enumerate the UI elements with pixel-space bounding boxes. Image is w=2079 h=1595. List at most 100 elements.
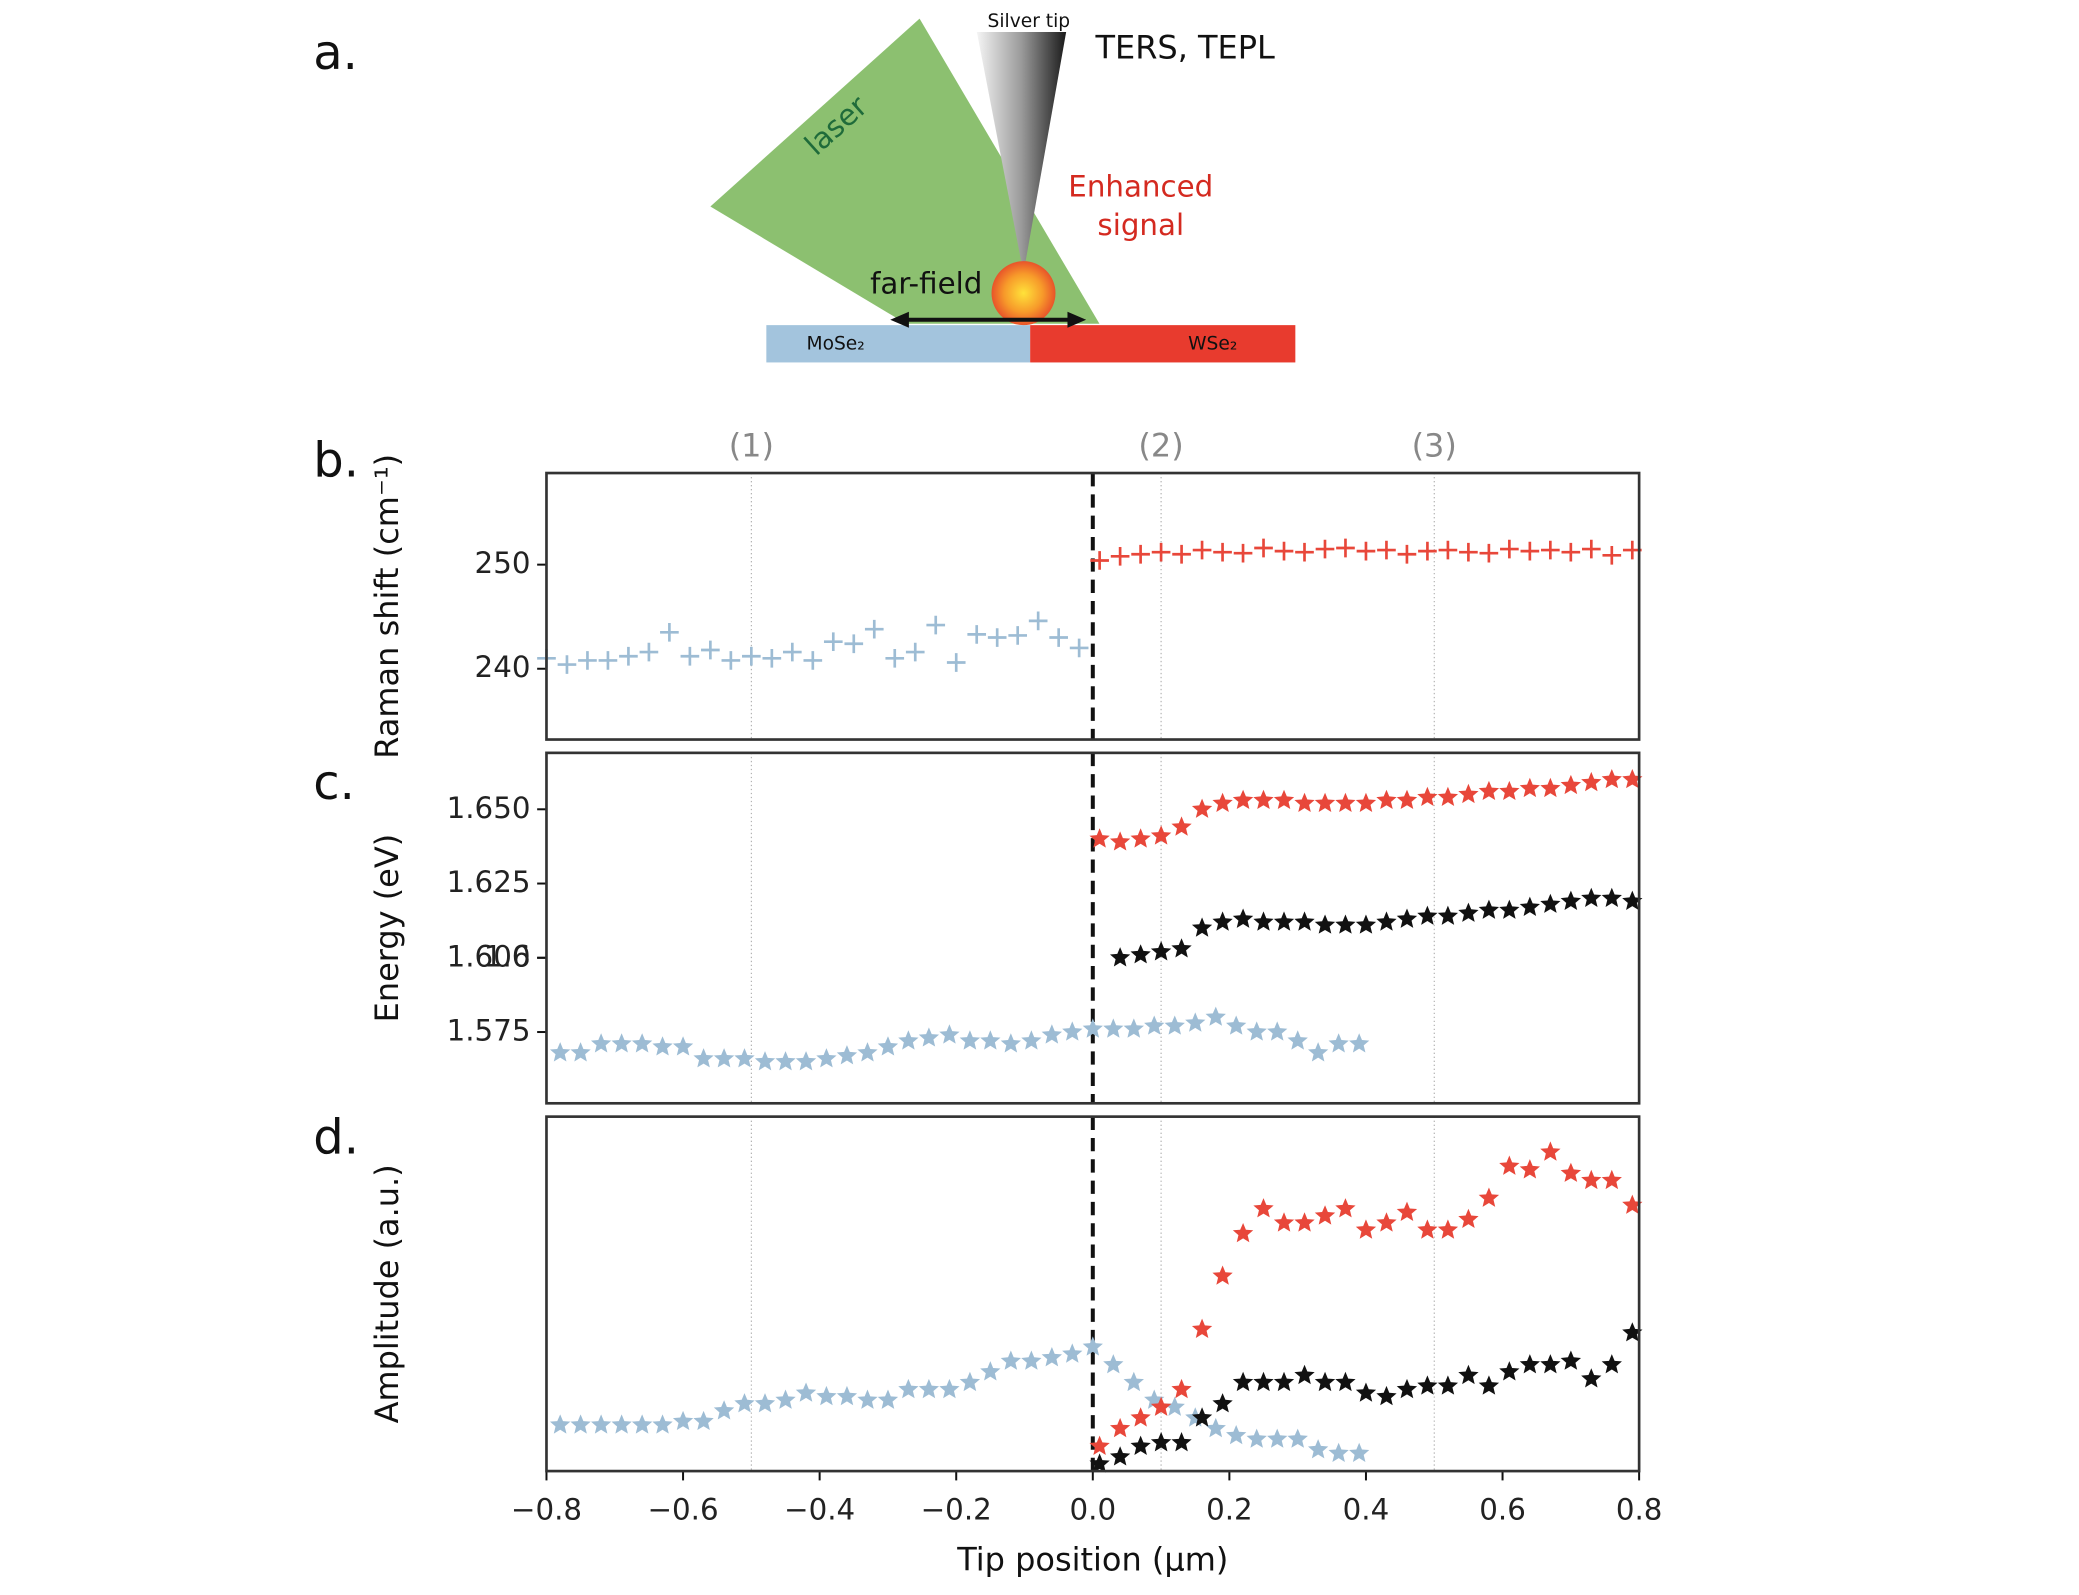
marker — [1519, 1354, 1540, 1374]
marker — [1144, 1015, 1165, 1035]
marker — [1581, 887, 1602, 908]
marker — [1396, 789, 1418, 809]
marker — [987, 628, 1007, 647]
marker — [1581, 771, 1602, 792]
region-label: (1) — [729, 427, 774, 465]
method-label: TERS, TEPL — [1094, 28, 1275, 66]
marker — [1622, 1194, 1643, 1214]
signal-label: signal — [1097, 208, 1184, 242]
marker — [775, 1051, 796, 1071]
marker — [946, 653, 966, 672]
marker — [1294, 1212, 1315, 1232]
marker — [1171, 1432, 1192, 1452]
marker — [1287, 1030, 1308, 1050]
marker — [611, 1414, 632, 1434]
marker — [816, 1048, 837, 1068]
marker — [1226, 1424, 1247, 1445]
marker — [1458, 1364, 1479, 1385]
y-tick-label: 1.6 — [484, 939, 531, 973]
marker — [1253, 1371, 1274, 1392]
marker — [1246, 1428, 1267, 1448]
panel-label: a. — [313, 25, 358, 81]
marker — [1519, 777, 1540, 798]
marker — [967, 625, 987, 644]
plot-frame — [545, 471, 1641, 741]
marker — [742, 646, 761, 666]
marker — [1130, 828, 1151, 848]
marker — [1622, 1322, 1643, 1342]
marker — [1226, 1015, 1247, 1035]
marker — [1560, 1162, 1582, 1182]
marker — [795, 1382, 817, 1402]
marker — [1602, 545, 1622, 565]
marker — [1417, 1219, 1438, 1239]
marker — [754, 1051, 776, 1071]
marker — [713, 1048, 735, 1068]
marker — [1172, 544, 1191, 564]
marker — [1232, 908, 1254, 928]
signal-label: Enhanced — [1068, 169, 1213, 203]
marker — [1519, 896, 1540, 916]
marker — [1438, 540, 1458, 560]
marker — [1000, 1033, 1021, 1053]
marker — [836, 1385, 858, 1406]
marker — [844, 634, 864, 654]
marker — [1192, 540, 1212, 560]
marker — [1109, 1417, 1131, 1438]
marker — [1232, 1371, 1254, 1392]
marker — [1294, 1364, 1315, 1385]
marker — [1130, 944, 1151, 964]
marker — [1109, 1446, 1131, 1466]
marker — [1213, 542, 1232, 562]
region-label: (2) — [1138, 427, 1183, 465]
marker — [836, 1045, 858, 1065]
marker — [1150, 941, 1172, 961]
marker — [1130, 1407, 1151, 1427]
marker — [939, 1024, 960, 1044]
x-tick-label: −0.2 — [921, 1493, 992, 1527]
marker — [1349, 1033, 1370, 1053]
material-label: WSe₂ — [1188, 333, 1237, 354]
marker — [1254, 538, 1273, 558]
silver-tip — [976, 31, 1067, 274]
marker — [713, 1400, 735, 1420]
marker — [1253, 1198, 1274, 1218]
marker — [918, 1027, 940, 1047]
marker — [1110, 546, 1130, 566]
marker — [1499, 1361, 1520, 1381]
marker — [570, 1042, 591, 1062]
marker — [693, 1048, 714, 1068]
marker — [1307, 1439, 1329, 1459]
marker — [1205, 1006, 1226, 1026]
marker — [1478, 899, 1500, 919]
laser-beam — [710, 18, 1100, 324]
marker — [1212, 792, 1233, 813]
marker — [1335, 792, 1356, 813]
y-axis-label: Amplitude (a.u.) — [368, 1164, 406, 1423]
marker — [939, 1378, 960, 1399]
y-tick-label: 1.600 — [447, 939, 531, 973]
far-field-arrow — [890, 311, 1087, 328]
marker — [1232, 1222, 1254, 1243]
marker — [1171, 938, 1192, 958]
marker — [1212, 1265, 1233, 1285]
marker — [619, 646, 638, 666]
marker — [905, 642, 925, 662]
marker — [1150, 1396, 1172, 1416]
x-tick-label: −0.6 — [647, 1493, 718, 1527]
marker — [1601, 768, 1622, 789]
marker — [1267, 1021, 1288, 1041]
marker — [1458, 902, 1479, 922]
y-tick-label: 1.575 — [447, 1014, 531, 1048]
marker — [1130, 1435, 1151, 1455]
marker — [1089, 1435, 1110, 1455]
marker — [1540, 1354, 1561, 1374]
x-tick-label: 0.0 — [1070, 1493, 1117, 1527]
marker — [1355, 914, 1377, 934]
marker — [1314, 1205, 1336, 1225]
marker — [598, 651, 618, 670]
marker — [1171, 1378, 1192, 1399]
marker — [1273, 1371, 1295, 1392]
marker — [693, 1410, 714, 1431]
marker — [549, 1042, 571, 1062]
